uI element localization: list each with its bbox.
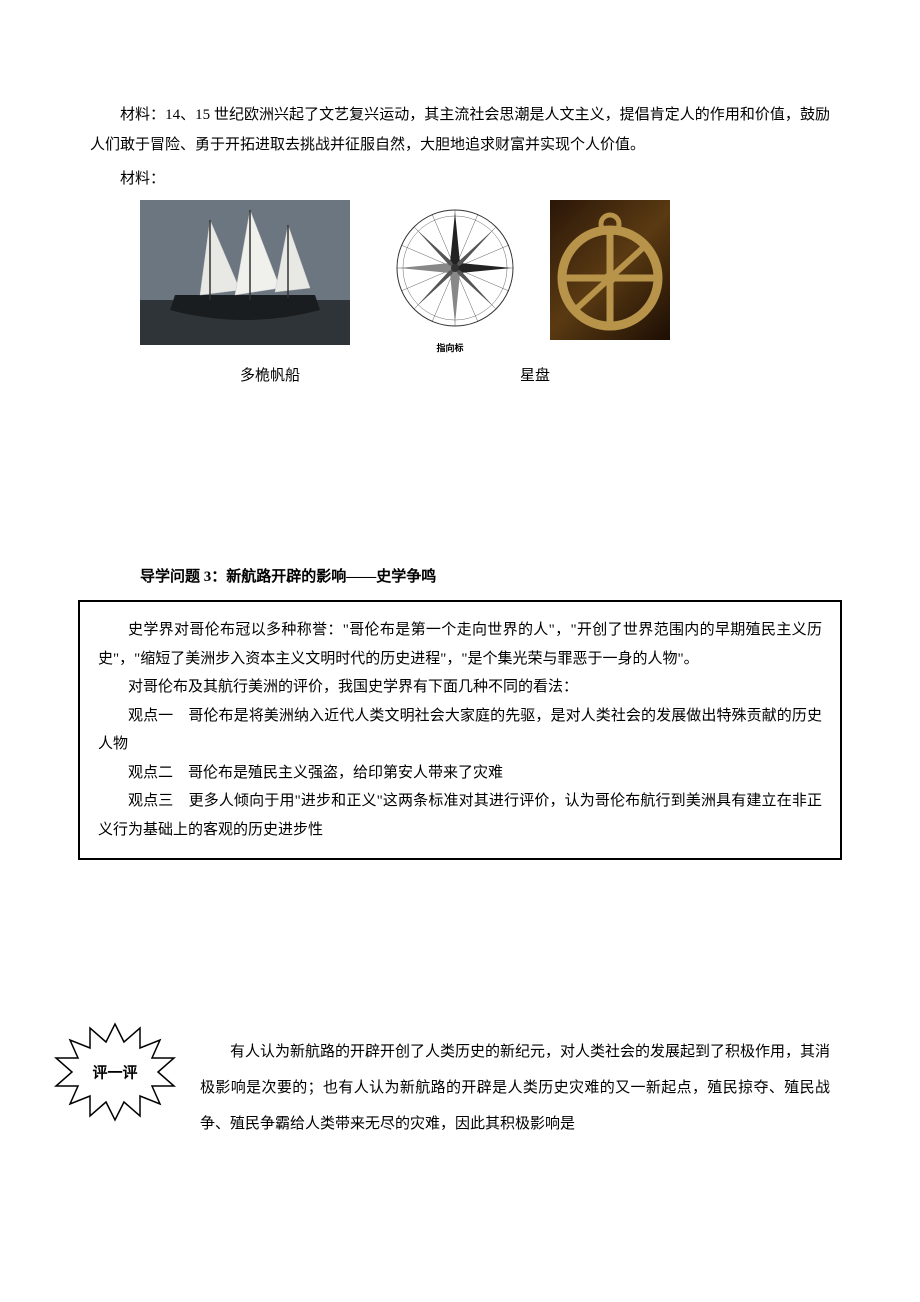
compass-column: 指向标 [380, 200, 520, 354]
image-row: 指向标 [140, 200, 830, 354]
compass-image [390, 200, 520, 340]
material-1-text: 材料：14、15 世纪欧洲兴起了文艺复兴运动，其主流社会思潮是人文主义，提倡肯定… [90, 100, 830, 160]
compass-icon [390, 200, 520, 340]
section-3-title: 导学问题 3：新航路开辟的影响——史学争鸣 [140, 565, 830, 586]
starburst-label: 评一评 [92, 1062, 137, 1083]
ship-image [140, 200, 350, 345]
ship-icon [140, 200, 350, 345]
document-page: 材料：14、15 世纪欧洲兴起了文艺复兴运动，其主流社会思潮是人文主义，提倡肯定… [0, 0, 920, 1202]
caption-row: 多桅帆船 星盘 [90, 360, 830, 385]
box-p4: 观点二 哥伦布是殖民主义强盗，给印第安人带来了灾难 [98, 759, 822, 788]
box-p3: 观点一 哥伦布是将美洲纳入近代人类文明社会大家庭的先驱，是对人类社会的发展做出特… [98, 702, 822, 759]
box-p2: 对哥伦布及其航行美洲的评价，我国史学界有下面几种不同的看法： [98, 673, 822, 702]
astrolabe-icon [550, 200, 670, 340]
box-p5: 观点三 更多人倾向于用"进步和正义"这两条标准对其进行评价，认为哥伦布航行到美洲… [98, 787, 822, 844]
starburst-badge: 评一评 [50, 1022, 180, 1122]
evaluate-row: 评一评 有人认为新航路的开辟开创了人类历史的新纪元，对人类社会的发展起到了积极作… [90, 1030, 830, 1142]
astrolabe-image [550, 200, 670, 340]
ship-caption: 多桅帆船 [240, 364, 300, 385]
material-2-label: 材料： [90, 164, 830, 194]
boxed-quote: 史学界对哥伦布冠以多种称誉："哥伦布是第一个走向世界的人"，"开创了世界范围内的… [78, 600, 842, 860]
evaluate-text: 有人认为新航路的开辟开创了人类历史的新纪元，对人类社会的发展起到了积极作用，其消… [200, 1030, 830, 1142]
box-p1: 史学界对哥伦布冠以多种称誉："哥伦布是第一个走向世界的人"，"开创了世界范围内的… [98, 616, 822, 673]
astrolabe-caption: 星盘 [520, 364, 550, 385]
astrolabe-column [550, 200, 670, 340]
compass-caption: 指向标 [436, 341, 463, 354]
ship-column [140, 200, 350, 345]
